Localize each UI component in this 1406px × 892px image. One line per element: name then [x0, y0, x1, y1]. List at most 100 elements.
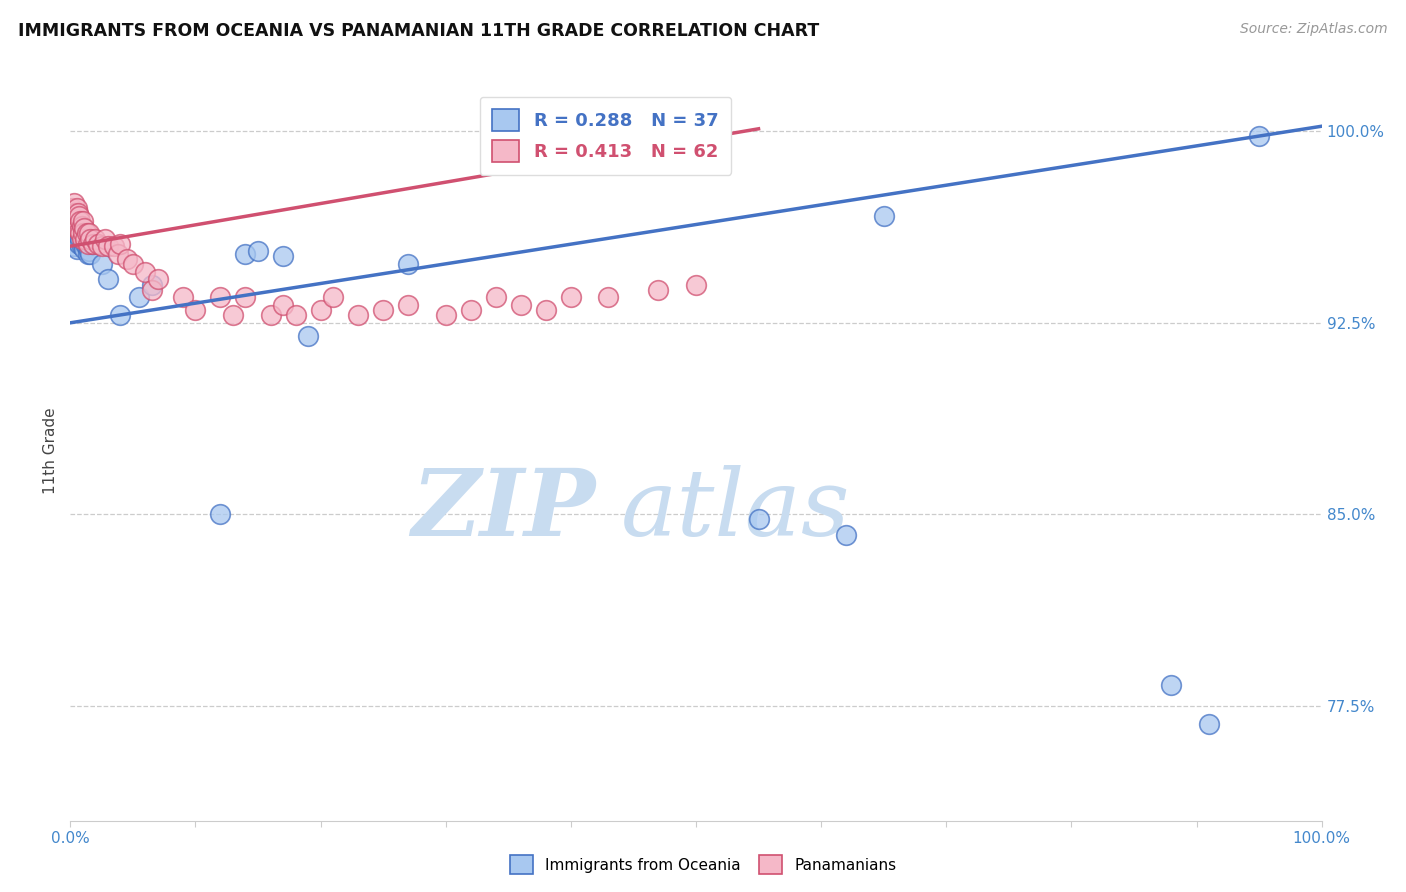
Point [65, 201, 87, 215]
Point [297, 328, 319, 343]
Point [271, 249, 294, 263]
Point [66, 206, 89, 220]
Point [76, 247, 98, 261]
Point [62, 231, 84, 245]
Point [1160, 678, 1182, 692]
Point [309, 303, 332, 318]
Point [77, 244, 100, 259]
Point [259, 308, 281, 322]
Point [65, 234, 87, 248]
Point [60, 213, 83, 227]
Point [121, 257, 145, 271]
Point [485, 290, 508, 304]
Point [76, 227, 98, 241]
Point [72, 236, 94, 251]
Point [110, 236, 132, 251]
Point [347, 308, 370, 322]
Point [141, 277, 163, 292]
Point [115, 252, 138, 266]
Point [67, 224, 90, 238]
Text: ZIP: ZIP [412, 465, 596, 555]
Y-axis label: 11th Grade: 11th Grade [44, 407, 59, 494]
Point [103, 239, 125, 253]
Point [1198, 716, 1220, 731]
Point [76, 236, 98, 251]
Point [685, 277, 707, 292]
Point [80, 236, 103, 251]
Point [69, 227, 91, 241]
Point [371, 303, 394, 318]
Point [60, 201, 83, 215]
Point [97, 272, 120, 286]
Point [67, 209, 90, 223]
Point [90, 257, 112, 271]
Point [77, 227, 100, 241]
Point [560, 290, 582, 304]
Point [509, 298, 531, 312]
Point [284, 308, 307, 322]
Point [235, 247, 257, 261]
Point [70, 219, 93, 233]
Point [748, 512, 770, 526]
Point [79, 231, 101, 245]
Point [598, 290, 620, 304]
Point [63, 219, 86, 233]
Point [322, 290, 344, 304]
Point [65, 227, 87, 241]
Point [66, 221, 89, 235]
Point [647, 283, 669, 297]
Point [70, 239, 93, 253]
Point [107, 247, 129, 261]
Point [65, 219, 87, 233]
Point [65, 216, 87, 230]
Point [66, 234, 89, 248]
Point [62, 219, 84, 233]
Point [79, 247, 101, 261]
Point [65, 231, 87, 245]
Point [835, 527, 858, 541]
Point [97, 239, 120, 253]
Point [434, 308, 457, 322]
Point [82, 236, 104, 251]
Text: Source: ZipAtlas.com: Source: ZipAtlas.com [1240, 22, 1388, 37]
Text: atlas: atlas [621, 465, 851, 555]
Point [271, 298, 294, 312]
Point [1249, 129, 1271, 144]
Point [235, 290, 257, 304]
Point [872, 209, 894, 223]
Point [63, 195, 86, 210]
Point [87, 236, 110, 251]
Point [128, 290, 150, 304]
Point [75, 236, 97, 251]
Point [67, 236, 90, 251]
Point [534, 303, 557, 318]
Point [63, 213, 86, 227]
Point [90, 239, 112, 253]
Point [73, 242, 96, 256]
Point [141, 283, 163, 297]
Point [60, 224, 83, 238]
Point [134, 265, 156, 279]
Point [62, 206, 84, 220]
Point [65, 206, 87, 220]
Point [63, 239, 86, 253]
Point [460, 303, 482, 318]
Point [65, 242, 87, 256]
Legend: Immigrants from Oceania, Panamanians: Immigrants from Oceania, Panamanians [503, 849, 903, 880]
Point [209, 290, 232, 304]
Point [73, 221, 96, 235]
Point [396, 298, 419, 312]
Point [222, 308, 245, 322]
Point [396, 257, 419, 271]
Point [72, 227, 94, 241]
Point [94, 231, 117, 245]
Point [247, 244, 270, 259]
Point [69, 213, 91, 227]
Text: IMMIGRANTS FROM OCEANIA VS PANAMANIAN 11TH GRADE CORRELATION CHART: IMMIGRANTS FROM OCEANIA VS PANAMANIAN 11… [18, 22, 820, 40]
Legend: R = 0.288   N = 37, R = 0.413   N = 62: R = 0.288 N = 37, R = 0.413 N = 62 [479, 96, 731, 175]
Point [75, 231, 97, 245]
Point [209, 508, 232, 522]
Point [69, 231, 91, 245]
Point [72, 213, 94, 227]
Point [172, 290, 194, 304]
